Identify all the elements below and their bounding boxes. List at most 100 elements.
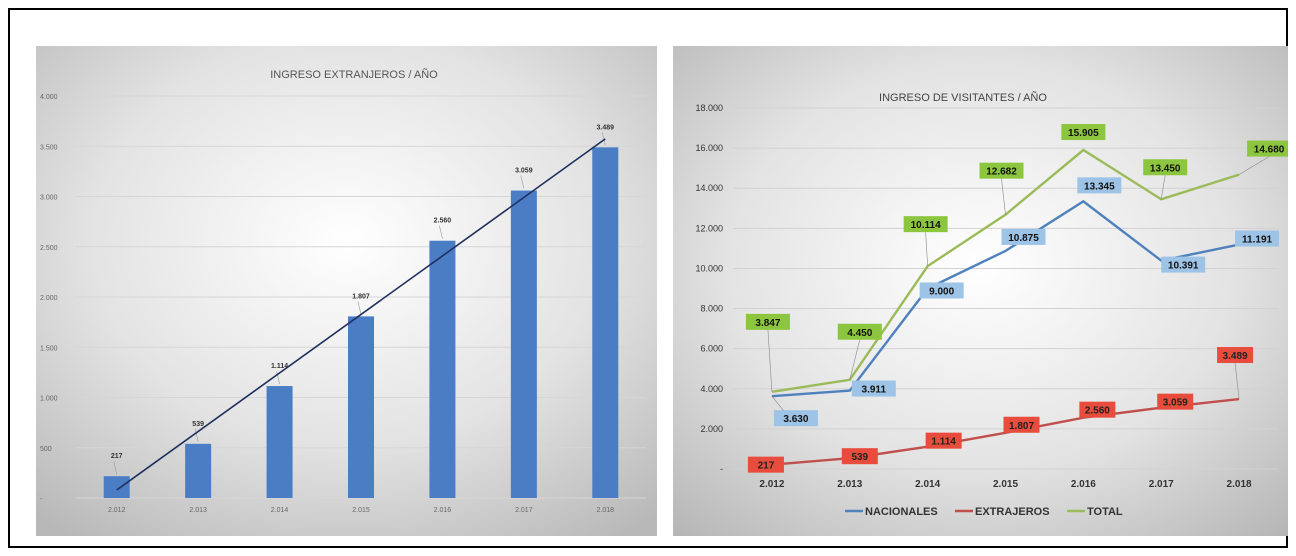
data-label: 12.682 [986,167,1017,178]
leader-line [849,339,861,380]
x-tick-label: 2.014 [915,479,940,490]
data-label-box [1217,347,1254,364]
data-label: 4.450 [847,328,872,339]
x-tick-label: 2.016 [1071,479,1096,490]
x-tick-label: 2.017 [515,507,533,514]
data-label: 3.489 [597,124,615,131]
legend-label: EXTRAJEROS [975,506,1050,518]
data-label: 1.807 [352,293,370,300]
bar-chart-panel: INGRESO EXTRANJEROS / AÑO - 500 1.000 1.500… [36,46,657,536]
leader-line [357,301,362,315]
x-tick-label: 2.012 [759,479,784,490]
y-tick-label: 2.000 [700,424,723,434]
leader-line [601,132,606,146]
leader-line [520,175,525,189]
data-label: 1.114 [931,437,956,448]
chart-title: INGRESO EXTRANJEROS / AÑO [270,68,438,81]
leader-line [1001,178,1006,215]
y-tick-label: - [720,464,723,474]
bar-chart: INGRESO EXTRANJEROS / AÑO - 500 1.000 1.500… [36,46,657,536]
y-tick-label: 2.000 [40,295,58,302]
data-label: 2.560 [1085,406,1110,417]
y-tick-label: 500 [40,446,52,453]
bar [348,316,374,498]
data-label-box [919,282,964,299]
leader-line [276,370,280,385]
data-label: 2.560 [434,218,452,225]
y-tick-label: 12.000 [695,223,723,233]
data-label-box [747,456,784,473]
data-label: 3.489 [1223,351,1248,362]
line-chart-panel: INGRESO DE VISITANTES / AÑO - 2.000 4.000 6… [673,46,1288,536]
leader-line [925,232,928,267]
leader-line [194,428,199,442]
chart-title: INGRESO DE VISITANTES / AÑO [879,91,1047,104]
data-label: 3.911 [862,385,887,396]
data-label: 1.114 [271,363,288,370]
trendline [116,138,606,491]
leader-line [1234,362,1240,400]
data-label-box [773,410,818,427]
y-tick-label: - [40,496,43,503]
leader-line [439,225,443,239]
chart-background [36,46,657,536]
data-label: 13.345 [1084,181,1115,192]
data-label: 3.630 [783,414,808,425]
data-label-box [851,380,896,397]
y-tick-label: 18.000 [695,103,723,113]
x-tick-label: 2.015 [352,507,370,514]
leader-line [113,461,118,475]
data-label: 10.391 [1168,261,1199,272]
x-tick-label: 2.017 [1149,479,1174,490]
data-label-box [1079,401,1116,418]
x-tick-label: 2.015 [993,479,1018,490]
line-chart: INGRESO DE VISITANTES / AÑO - 2.000 4.000 6… [673,46,1288,536]
data-label: 10.875 [1008,233,1039,244]
legend-label: TOTAL [1087,506,1123,518]
x-tick-label: 2.012 [108,507,126,514]
data-label: 15.905 [1068,128,1099,139]
x-tick-label: 2.013 [837,479,862,490]
y-tick-label: 3.000 [40,195,58,202]
bar [103,476,130,498]
leader-line [1238,156,1270,175]
data-label: 217 [111,453,123,460]
y-tick-label: 4.000 [700,384,723,394]
data-label-box [1161,256,1206,273]
data-label-box [1235,230,1280,247]
data-label-box [903,216,948,233]
x-tick-label: 2.013 [189,507,207,514]
data-label: 3.059 [1163,398,1188,409]
data-label-box [745,313,790,330]
data-label: 1.807 [1009,421,1034,432]
data-label-box [925,432,962,449]
data-label-box [1003,416,1040,433]
data-label-box [837,323,882,340]
y-tick-label: 1.500 [40,345,58,352]
data-label-box [979,162,1024,179]
legend-label: NACIONALES [865,506,938,518]
y-tick-label: 2.500 [40,245,58,252]
bar [266,386,293,498]
y-tick-label: 8.000 [700,304,723,314]
chart-background [673,46,1288,536]
y-tick-label: 14.000 [695,183,723,193]
data-label: 13.450 [1150,163,1181,174]
data-label-box [1247,140,1288,157]
y-tick-label: 4.000 [40,94,58,101]
x-tick-label: 2.018 [1227,479,1252,490]
x-tick-label: 2.016 [434,507,452,514]
y-tick-label: 10.000 [695,263,723,273]
y-tick-label: 1.000 [40,396,58,403]
data-label-box [1077,177,1122,194]
bar [592,147,619,498]
x-tick-label: 2.018 [597,507,615,514]
y-tick-label: 16.000 [695,143,723,153]
bar [429,240,456,498]
leader-line [767,329,773,392]
data-label: 217 [758,461,775,472]
data-label-box [1061,124,1106,141]
y-tick-label: 6.000 [700,344,723,354]
data-label: 539 [851,452,868,463]
data-label-box [841,448,878,465]
